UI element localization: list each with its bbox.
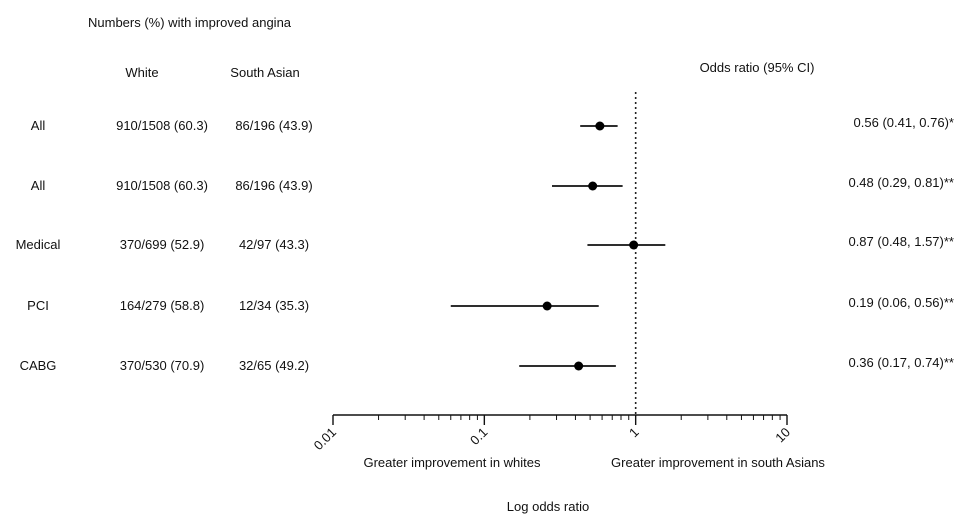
column-header-odds-ratio: Odds ratio (95% CI) <box>699 60 815 75</box>
x-tick-label: 10 <box>772 425 793 446</box>
odds-ratio-text: 0.19 (0.06, 0.56)** <box>848 295 954 310</box>
white-count: 370/699 (52.9) <box>119 237 205 252</box>
row-label: CABG <box>19 358 57 373</box>
row-label: All <box>30 118 46 133</box>
south-asian-count: 32/65 (49.2) <box>238 358 310 373</box>
south-asian-count: 12/34 (35.3) <box>238 298 310 313</box>
table-header-title: Numbers (%) with improved angina <box>88 15 292 30</box>
white-count: 910/1508 (60.3) <box>116 118 208 133</box>
x-tick-label: 0.1 <box>467 425 490 448</box>
odds-ratio-text: 0.87 (0.48, 1.57)** <box>848 234 954 249</box>
row-label: Medical <box>15 237 61 252</box>
x-tick-label: 1 <box>626 425 642 441</box>
point-estimate <box>629 240 639 250</box>
south-asian-count: 86/196 (43.9) <box>235 178 313 193</box>
south-asian-count: 42/97 (43.3) <box>238 237 310 252</box>
point-estimate <box>542 301 552 311</box>
column-header-south-asian: South Asian <box>230 65 300 80</box>
odds-ratio-text: 0.48 (0.29, 0.81)** <box>848 175 954 190</box>
row-label: All <box>30 178 46 193</box>
white-count: 910/1508 (60.3) <box>116 178 208 193</box>
left-annotation: Greater improvement in whites <box>363 455 541 470</box>
right-annotation: Greater improvement in south Asians <box>611 455 825 470</box>
white-count: 370/530 (70.9) <box>119 358 205 373</box>
point-estimate <box>588 181 598 191</box>
point-estimate <box>595 121 605 131</box>
south-asian-count: 86/196 (43.9) <box>235 118 313 133</box>
point-estimate <box>574 361 584 371</box>
x-axis-label: Log odds ratio <box>506 499 590 514</box>
column-header-white: White <box>125 65 159 80</box>
white-count: 164/279 (58.8) <box>119 298 205 313</box>
x-tick-label: 0.01 <box>311 425 340 454</box>
odds-ratio-text: 0.36 (0.17, 0.74)** <box>848 355 954 370</box>
odds-ratio-text: 0.56 (0.41, 0.76)* <box>853 115 954 130</box>
row-label: PCI <box>27 298 49 313</box>
